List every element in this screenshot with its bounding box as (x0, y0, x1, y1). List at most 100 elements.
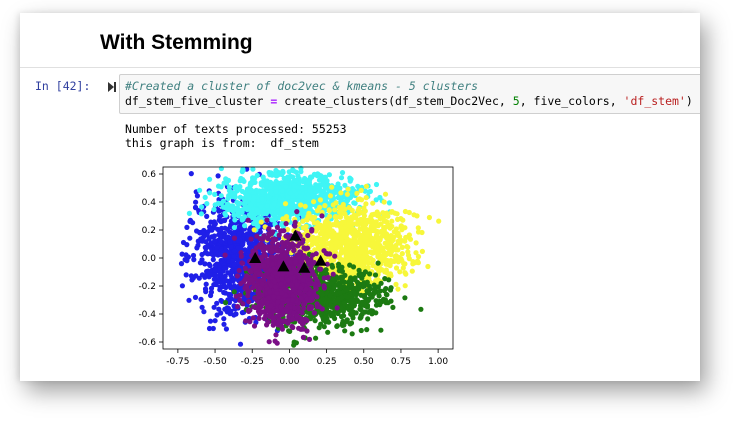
data-point-purple (245, 217, 251, 223)
data-point-blue (208, 289, 214, 295)
data-point-purple (269, 247, 275, 253)
data-point-blue (217, 287, 223, 293)
data-point-yellow (352, 229, 358, 235)
data-point-yellow (360, 255, 366, 261)
data-point-yellow (375, 237, 381, 243)
data-point-green (376, 293, 382, 299)
data-point-green (349, 297, 356, 303)
data-point-cyan (232, 190, 238, 196)
data-point-yellow (363, 221, 369, 227)
x-tick-label: -0.50 (203, 357, 227, 367)
code-cell-input[interactable]: #Created a cluster of doc2vec & kmeans -… (119, 74, 700, 114)
data-point-purple (240, 301, 246, 307)
data-point-blue (183, 272, 189, 278)
data-point-purple (300, 334, 306, 340)
data-point-yellow (328, 242, 334, 248)
data-point-purple (267, 267, 273, 273)
data-point-purple (308, 295, 314, 301)
data-point-purple (267, 231, 273, 238)
data-point-yellow (298, 202, 304, 208)
data-point-purple (296, 325, 302, 331)
data-point-purple (282, 318, 288, 324)
data-point-cyan (235, 201, 242, 207)
centroid-markers (249, 229, 327, 273)
data-point-cyan (199, 204, 205, 210)
data-point-yellow (399, 244, 405, 250)
data-point-yellow (338, 207, 344, 213)
data-point-yellow (332, 240, 339, 246)
data-point-green (313, 335, 319, 341)
data-point-blue (193, 199, 199, 205)
data-point-yellow (317, 197, 323, 203)
centroid-marker (314, 254, 327, 266)
data-point-cyan (237, 194, 243, 200)
y-tick-label: 0.6 (142, 170, 157, 180)
data-point-purple (310, 252, 316, 258)
data-point-yellow (333, 219, 339, 225)
data-point-blue (214, 245, 220, 251)
data-point-green (312, 318, 318, 324)
x-tick-label: 0.75 (391, 357, 411, 367)
data-point-blue (225, 270, 231, 276)
data-point-cyan (260, 182, 266, 188)
data-point-cyan (273, 185, 279, 191)
data-point-green (286, 328, 292, 334)
data-point-yellow (356, 251, 362, 257)
data-point-cyan (347, 178, 353, 184)
data-point-purple (290, 316, 296, 322)
data-point-yellow (327, 193, 334, 199)
data-point-purple (233, 293, 239, 299)
data-point-blue (210, 325, 216, 332)
data-point-purple (244, 284, 250, 290)
data-point-cyan (207, 190, 213, 196)
data-point-purple (234, 273, 240, 279)
data-point-blue (229, 285, 236, 291)
data-point-yellow (378, 228, 384, 235)
data-point-yellow (369, 228, 375, 234)
data-point-green (317, 274, 323, 281)
y-tick-label: -0.4 (138, 310, 156, 320)
data-point-purple (285, 277, 291, 283)
data-point-cyan (275, 172, 281, 178)
data-point-blue (221, 316, 227, 322)
data-point-purple (289, 323, 295, 330)
run-cell-icon[interactable] (108, 82, 116, 92)
data-point-blue (224, 278, 230, 284)
data-point-purple (265, 308, 272, 314)
data-point-yellow (393, 265, 400, 271)
data-point-purple (300, 316, 306, 322)
data-point-purple (277, 259, 283, 265)
data-point-purple (300, 237, 306, 243)
data-point-purple (231, 235, 238, 241)
data-point-cyan (244, 193, 250, 199)
data-point-green (336, 264, 342, 270)
data-point-yellow (379, 215, 385, 221)
data-point-yellow (395, 216, 401, 222)
data-point-yellow (369, 250, 375, 256)
data-point-green (329, 303, 335, 309)
data-point-purple (306, 290, 313, 297)
data-point-cyan (322, 174, 328, 180)
data-point-yellow (425, 263, 431, 270)
data-point-yellow (389, 223, 395, 230)
data-point-green (367, 286, 373, 292)
data-point-yellow (405, 249, 411, 255)
data-point-purple (287, 259, 293, 265)
y-tick-label: -0.2 (138, 282, 156, 292)
data-point-cyan (226, 184, 232, 190)
data-point-blue (225, 234, 231, 240)
data-point-blue (188, 171, 194, 177)
data-point-cyan (240, 166, 246, 172)
data-point-cyan (266, 169, 272, 176)
data-point-purple (250, 285, 256, 291)
data-point-purple (275, 294, 281, 300)
data-point-yellow (402, 270, 408, 276)
data-point-cyan (285, 194, 291, 200)
data-point-purple (284, 254, 290, 260)
data-point-cyan (322, 195, 328, 201)
data-point-purple (251, 323, 258, 329)
data-point-purple (334, 305, 340, 311)
data-point-purple (259, 292, 265, 298)
data-point-green (375, 260, 381, 266)
data-point-green (360, 271, 366, 277)
